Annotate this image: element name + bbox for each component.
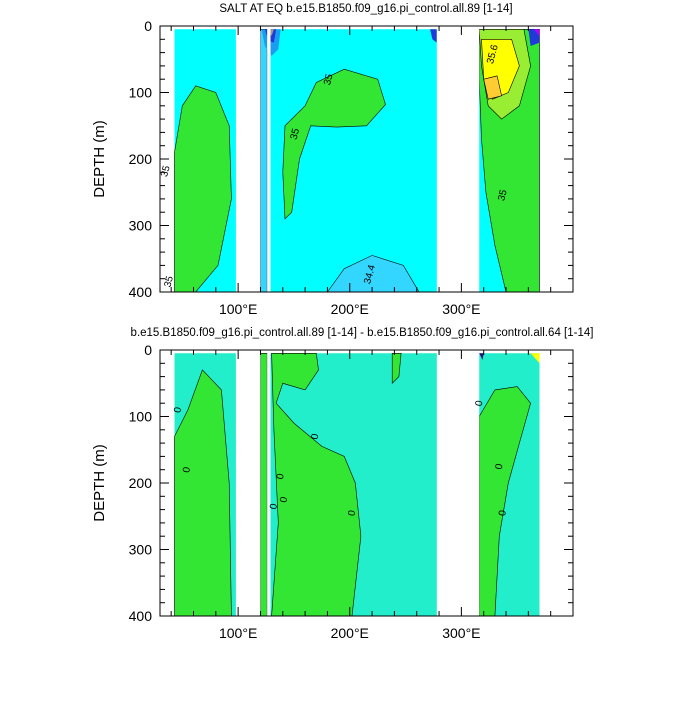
y-tick-label: 200: [129, 475, 153, 491]
land-gap: [235, 27, 261, 292]
contour-label: 35: [159, 164, 173, 178]
contour-label: 0: [278, 496, 290, 504]
contour-label: 0: [346, 509, 358, 517]
central-high-salinity-band: [282, 68, 386, 220]
x-tick-label: 200°E: [331, 625, 369, 641]
y-tick-label: 300: [129, 218, 153, 234]
y-tick-label: 100: [129, 409, 153, 425]
contour-label: 0: [268, 502, 280, 510]
difference-land-mask: [235, 351, 480, 616]
strait-low-salinity-strip: [260, 28, 268, 293]
y-tick-label: 100: [129, 85, 153, 101]
east-surface-fresh-core-inner: [533, 29, 540, 36]
central-positive-anomaly: [271, 352, 362, 617]
land-gap: [267, 351, 271, 616]
y-tick-label: 400: [129, 608, 153, 624]
east-surface-anomaly-min: [479, 353, 484, 360]
difference-y-axis-label: DEPTH (m): [91, 444, 108, 522]
contour-label: 0: [497, 509, 509, 517]
salt-y-axis-label: DEPTH (m): [91, 120, 108, 198]
east-salinity-maximum: [483, 75, 502, 100]
strait-positive-anomaly: [260, 352, 268, 617]
difference-panel-title: b.e15.B1850.f09_g16.pi_control.all.89 [1…: [131, 327, 594, 339]
contour-label: 0: [181, 466, 193, 474]
salt-panel: SALT AT EQ b.e15.B1850.f09_g16.pi_contro…: [91, 3, 574, 317]
x-tick-label: 100°E: [219, 625, 257, 641]
west-high-salinity-tongue: [174, 85, 232, 293]
land-gap: [436, 351, 480, 616]
land-gap: [235, 351, 261, 616]
salt-contour-field: [174, 28, 540, 293]
x-tick-label: 300°E: [442, 301, 480, 317]
difference-contour-field: [174, 352, 540, 617]
contour-label: 0: [172, 406, 184, 414]
salt-panel-title: SALT AT EQ b.e15.B1850.f09_g16.pi_contro…: [219, 3, 512, 15]
y-tick-label: 0: [144, 342, 152, 358]
salt-difference-panel: b.e15.B1850.f09_g16.pi_control.all.89 [1…: [91, 327, 593, 641]
west-edge-fresh-core: [430, 29, 437, 43]
surface-positive-patch: [391, 352, 402, 385]
contour-label: 34.4: [362, 263, 378, 285]
east-surface-anomaly-max: [530, 353, 540, 364]
contour-label: 35: [496, 188, 510, 202]
y-tick-label: 0: [144, 18, 152, 34]
contour-label: 0: [310, 433, 322, 441]
contour-label: 35: [322, 72, 336, 86]
contour-label: 0: [275, 472, 287, 480]
x-tick-label: 100°E: [219, 301, 257, 317]
contour-label: 35: [163, 275, 177, 289]
difference-axes: 100°E 200°E 300°E 0 100 200 300 400: [129, 342, 573, 641]
y-tick-label: 400: [129, 284, 153, 300]
y-tick-label: 300: [129, 542, 153, 558]
land-gap: [436, 27, 480, 292]
x-tick-label: 300°E: [442, 625, 480, 641]
surface-fresh-core: [261, 29, 281, 56]
x-tick-label: 200°E: [331, 301, 369, 317]
salt-contour-labels: 35 35 35 35 34.4 35.6 35: [159, 43, 510, 289]
contour-label: 35.6: [485, 43, 501, 65]
y-tick-label: 200: [129, 151, 153, 167]
land-gap: [267, 27, 271, 292]
contour-label: 0: [474, 399, 486, 407]
salt-axes: 100°E 200°E 300°E 0 100 200 300 400: [129, 18, 573, 317]
contour-label: 35: [289, 127, 303, 141]
salt-land-mask: [235, 27, 480, 292]
contour-label: 0: [494, 463, 506, 471]
east-surface-fresh-core: [528, 29, 540, 46]
west-positive-anomaly: [174, 369, 232, 617]
